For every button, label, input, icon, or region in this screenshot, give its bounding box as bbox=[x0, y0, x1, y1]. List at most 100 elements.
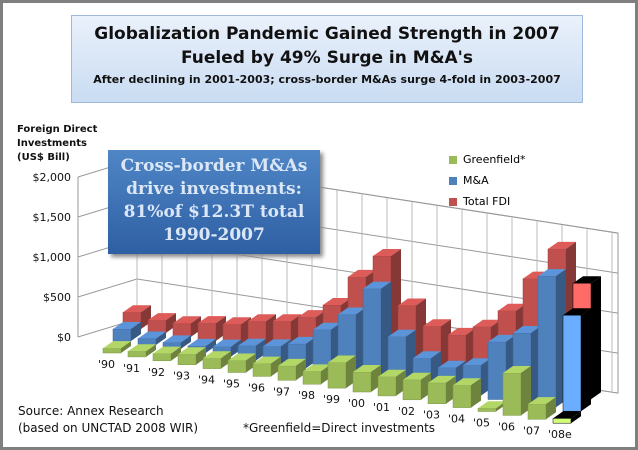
bar-top bbox=[563, 308, 591, 316]
bar-top bbox=[263, 339, 291, 347]
y-tick-label: $500 bbox=[43, 291, 71, 304]
bar-top bbox=[173, 316, 201, 324]
source-note: Source: Annex Research (based on UNCTAD … bbox=[18, 403, 198, 437]
bar-greenfield bbox=[302, 371, 322, 385]
bar-side bbox=[206, 338, 216, 353]
bar-greenfield bbox=[527, 403, 547, 420]
bar-greenfield bbox=[202, 357, 222, 369]
bar-top bbox=[163, 335, 191, 343]
bar-top bbox=[203, 351, 231, 359]
bar-top bbox=[473, 319, 501, 327]
x-tick-label: '03 bbox=[423, 409, 440, 422]
legend: Greenfield* M&A Total FDI bbox=[449, 149, 526, 212]
bar-top bbox=[138, 331, 166, 339]
bar-top bbox=[448, 327, 476, 335]
legend-label: M&A bbox=[463, 174, 489, 187]
bar-top bbox=[538, 269, 566, 277]
x-tick-label: '90 bbox=[98, 358, 115, 371]
bar-top bbox=[128, 344, 156, 352]
chart-subtitle: After declining in 2001-2003; cross-bord… bbox=[93, 73, 561, 86]
bar-side bbox=[581, 308, 591, 412]
bar-greenfield bbox=[427, 382, 447, 404]
bar-greenfield bbox=[377, 376, 397, 397]
bar-top bbox=[528, 397, 556, 405]
x-tick-label: '07 bbox=[523, 424, 540, 437]
bar-top bbox=[378, 369, 406, 377]
bar-top bbox=[478, 401, 506, 409]
bar-greenfield bbox=[177, 354, 197, 365]
bar-totalfdi bbox=[197, 322, 217, 341]
y-label-line: Foreign Direct bbox=[17, 124, 98, 135]
bar-side bbox=[121, 341, 131, 353]
y-tick-label: $1,000 bbox=[33, 251, 72, 264]
bar-top bbox=[278, 358, 306, 366]
bar-side bbox=[191, 316, 201, 337]
bar-greenfield bbox=[227, 360, 247, 373]
bar-top bbox=[253, 356, 281, 364]
x-tick-label: '95 bbox=[223, 378, 240, 391]
bar-top bbox=[423, 319, 451, 327]
bar-top bbox=[178, 347, 206, 355]
bar-top bbox=[413, 351, 441, 359]
bar-top bbox=[398, 298, 426, 306]
bar-side bbox=[166, 313, 176, 333]
x-tick-label: '94 bbox=[198, 374, 215, 387]
bar-side bbox=[146, 344, 156, 357]
y-tick-label: $0 bbox=[57, 331, 71, 344]
bar-top bbox=[373, 249, 401, 256]
x-tick-label: '96 bbox=[248, 381, 265, 394]
bar-top bbox=[463, 358, 491, 366]
bar-totalfdi bbox=[172, 322, 192, 338]
bar-side bbox=[521, 366, 531, 416]
x-tick-label: '98 bbox=[298, 389, 315, 402]
legend-label: Greenfield* bbox=[463, 153, 526, 166]
bar-top bbox=[273, 314, 301, 322]
y-label-line: Investments bbox=[17, 138, 87, 149]
bar-top bbox=[303, 364, 331, 372]
callout-box: Cross-border M&As drive investments: 81%… bbox=[108, 150, 320, 254]
bar-top bbox=[113, 322, 141, 329]
x-tick-label: '91 bbox=[123, 362, 140, 375]
y-tick-label: $2,000 bbox=[33, 171, 72, 184]
bar-top bbox=[503, 366, 531, 373]
bar-greenfield bbox=[327, 362, 347, 389]
legend-label: Total FDI bbox=[463, 195, 511, 208]
bar-top bbox=[488, 334, 516, 342]
bar-greenfield bbox=[127, 351, 147, 358]
bar-top bbox=[238, 338, 266, 346]
bar-side bbox=[231, 339, 241, 357]
x-tick-label: '06 bbox=[498, 420, 515, 433]
bar-greenfield bbox=[352, 371, 372, 393]
legend-swatch bbox=[449, 176, 457, 185]
bar-top bbox=[103, 341, 131, 349]
bar-greenfield bbox=[277, 365, 297, 381]
bar-top bbox=[198, 316, 226, 324]
bar-top bbox=[328, 355, 356, 363]
bar-top bbox=[123, 305, 151, 313]
legend-swatch bbox=[449, 155, 457, 164]
chart-title-line2: Fueled by 49% Surge in M&A's bbox=[180, 48, 474, 68]
callout-line: drive investments: bbox=[126, 179, 302, 199]
x-tick-label: '05 bbox=[473, 417, 490, 430]
bar-top bbox=[323, 298, 351, 305]
bar-side bbox=[181, 335, 191, 349]
side-gridline bbox=[77, 278, 138, 298]
bar-top bbox=[453, 378, 481, 386]
plot-area: $0 $500 $1,000 $1,500 $2,000 '90 '91 '92 '93 '94 '… bbox=[33, 158, 619, 441]
bar-top bbox=[438, 360, 466, 368]
bar-top bbox=[363, 281, 391, 289]
bar-side bbox=[171, 346, 181, 361]
bar-ma bbox=[562, 314, 582, 412]
footnote: *Greenfield=Direct investments bbox=[243, 421, 436, 435]
x-tick-label: '08e bbox=[548, 428, 572, 441]
bar-top bbox=[148, 313, 176, 321]
bar-totalfdi bbox=[147, 319, 167, 334]
bar-side bbox=[571, 411, 581, 424]
source-line: Source: Annex Research bbox=[18, 404, 164, 418]
bar-top bbox=[213, 339, 241, 347]
chart-title: Globalization Pandemic Gained Strength i… bbox=[94, 24, 560, 44]
bar-top bbox=[348, 269, 376, 277]
callout-line: Cross-border M&As bbox=[120, 156, 308, 176]
y-label-line: (US$ Bill) bbox=[17, 152, 70, 163]
